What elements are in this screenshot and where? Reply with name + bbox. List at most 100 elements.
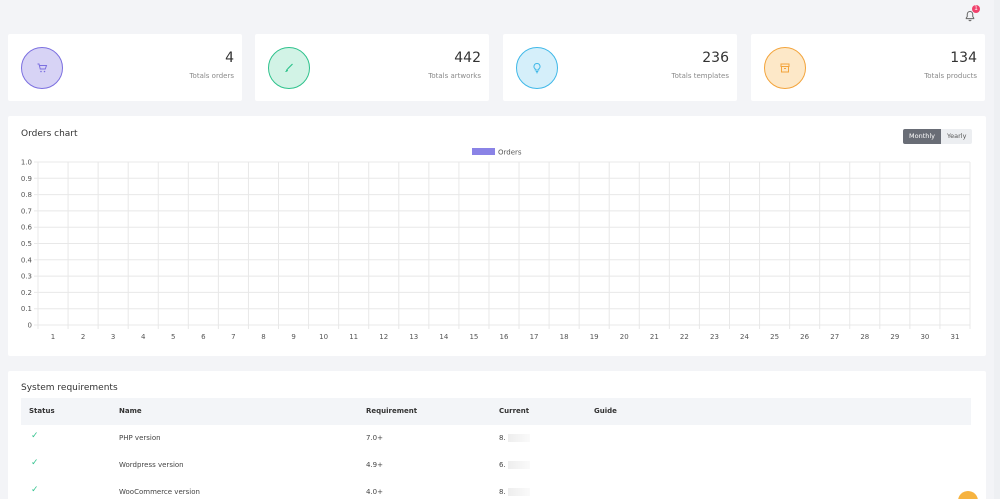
redacted-value <box>507 461 530 469</box>
y-tick-label: 0.6 <box>21 224 33 232</box>
yearly-button[interactable]: Yearly <box>941 129 973 144</box>
x-tick-label: 23 <box>710 333 719 341</box>
requirements-table-header: Status Name Requirement Current Guide <box>21 398 971 425</box>
x-tick-label: 1 <box>51 333 55 341</box>
header-current: Current <box>499 407 530 415</box>
stat-value: 442 <box>454 50 481 66</box>
x-tick-label: 24 <box>740 333 749 341</box>
x-tick-label: 8 <box>261 333 265 341</box>
x-tick-label: 19 <box>590 333 599 341</box>
x-tick-label: 27 <box>830 333 839 341</box>
x-tick-label: 12 <box>379 333 388 341</box>
header-name: Name <box>119 407 142 415</box>
y-tick-label: 1.0 <box>21 159 32 167</box>
x-tick-label: 25 <box>770 333 779 341</box>
y-tick-label: 0.7 <box>21 207 32 215</box>
notification-badge: 1 <box>972 5 980 13</box>
x-tick-label: 15 <box>469 333 478 341</box>
stat-value: 134 <box>950 50 977 66</box>
row-name: Wordpress version <box>119 461 184 469</box>
x-tick-label: 21 <box>650 333 659 341</box>
row-requirement: 7.0+ <box>366 434 383 442</box>
top-bar: 1 <box>0 0 1000 30</box>
x-tick-label: 13 <box>409 333 418 341</box>
scrollbar[interactable] <box>994 0 1000 499</box>
check-icon: ✓ <box>31 431 39 441</box>
stat-card-templates: 236 Totals templates <box>503 34 737 101</box>
header-guide: Guide <box>594 407 617 415</box>
y-tick-label: 0 <box>28 322 32 330</box>
y-tick-label: 0.2 <box>21 289 32 297</box>
cart-icon-circle <box>21 47 63 89</box>
check-icon: ✓ <box>31 485 39 495</box>
monthly-button[interactable]: Monthly <box>903 129 942 144</box>
x-tick-label: 18 <box>560 333 569 341</box>
legend-swatch <box>472 148 495 155</box>
box-icon-circle <box>764 47 806 89</box>
x-tick-label: 30 <box>920 333 929 341</box>
stat-card-products: 134 Totals products <box>751 34 985 101</box>
row-current: 8. <box>499 488 530 496</box>
orders-chart-card: 0 0.1 0.2 0.3 0.4 0.5 0.6 0.7 0.8 0.9 1.0 1 2 3 4 5 6 7 8 9… <box>8 116 986 356</box>
row-requirement: 4.9+ <box>366 461 383 469</box>
table-row: ✓ WooCommerce version 4.0+ 8. <box>21 479 971 499</box>
stat-label: Totals products <box>924 72 977 80</box>
row-name: WooCommerce version <box>119 488 200 496</box>
x-tick-label: 29 <box>890 333 899 341</box>
x-tick-label: 17 <box>530 333 539 341</box>
x-tick-label: 3 <box>111 333 115 341</box>
y-tick-label: 0.9 <box>21 175 32 183</box>
stat-value: 236 <box>702 50 729 66</box>
y-tick-label: 0.8 <box>21 191 32 199</box>
x-tick-label: 14 <box>439 333 448 341</box>
row-current: 8. <box>499 434 530 442</box>
box-icon <box>780 63 790 73</box>
stat-label: Totals orders <box>189 72 234 80</box>
row-name: PHP version <box>119 434 161 442</box>
legend-label: Orders <box>498 149 522 157</box>
x-tick-label: 20 <box>620 333 629 341</box>
x-tick-label: 7 <box>231 333 235 341</box>
chart-title: Orders chart <box>21 129 78 139</box>
stat-card-orders: 4 Totals orders <box>8 34 242 101</box>
row-current-value: 8. <box>499 488 506 496</box>
brush-icon <box>285 63 293 72</box>
notification-button[interactable]: 1 <box>964 5 980 23</box>
stat-label: Totals templates <box>671 72 729 80</box>
x-tick-label: 2 <box>81 333 85 341</box>
x-tick-label: 31 <box>951 333 960 341</box>
header-status: Status <box>29 407 55 415</box>
cart-icon <box>37 63 48 73</box>
check-icon: ✓ <box>31 458 39 468</box>
row-requirement: 4.0+ <box>366 488 383 496</box>
period-toggle: Monthly Yearly <box>903 129 973 144</box>
x-tick-label: 22 <box>680 333 689 341</box>
x-tick-label: 4 <box>141 333 146 341</box>
row-current: 6. <box>499 461 530 469</box>
bell-icon <box>965 10 975 22</box>
bulb-icon <box>533 62 541 74</box>
help-button[interactable] <box>958 491 978 499</box>
y-tick-label: 0.4 <box>21 256 33 264</box>
table-row: ✓ Wordpress version 4.9+ 6. <box>21 452 971 479</box>
brush-icon-circle <box>268 47 310 89</box>
y-tick-label: 0.1 <box>21 305 32 313</box>
x-tick-label: 10 <box>319 333 328 341</box>
x-tick-label: 28 <box>860 333 869 341</box>
x-tick-label: 16 <box>500 333 509 341</box>
stat-card-artworks: 442 Totals artworks <box>255 34 489 101</box>
stat-value: 4 <box>225 50 234 66</box>
row-current-value: 8. <box>499 434 506 442</box>
x-tick-label: 9 <box>291 333 295 341</box>
header-requirement: Requirement <box>366 407 418 415</box>
requirements-title: System requirements <box>21 383 118 393</box>
bulb-icon-circle <box>516 47 558 89</box>
y-tick-label: 0.3 <box>21 273 32 281</box>
orders-chart: 00.10.20.30.40.50.60.70.80.91.01 2 3 4 5 6 7 8 9… <box>21 148 971 341</box>
x-tick-label: 6 <box>201 333 206 341</box>
x-tick-label: 11 <box>349 333 358 341</box>
table-row: ✓ PHP version 7.0+ 8. <box>21 425 971 452</box>
system-requirements-card: System requirements Status Name Requirem… <box>8 371 986 499</box>
row-current-value: 6. <box>499 461 506 469</box>
x-tick-label: 5 <box>171 333 175 341</box>
